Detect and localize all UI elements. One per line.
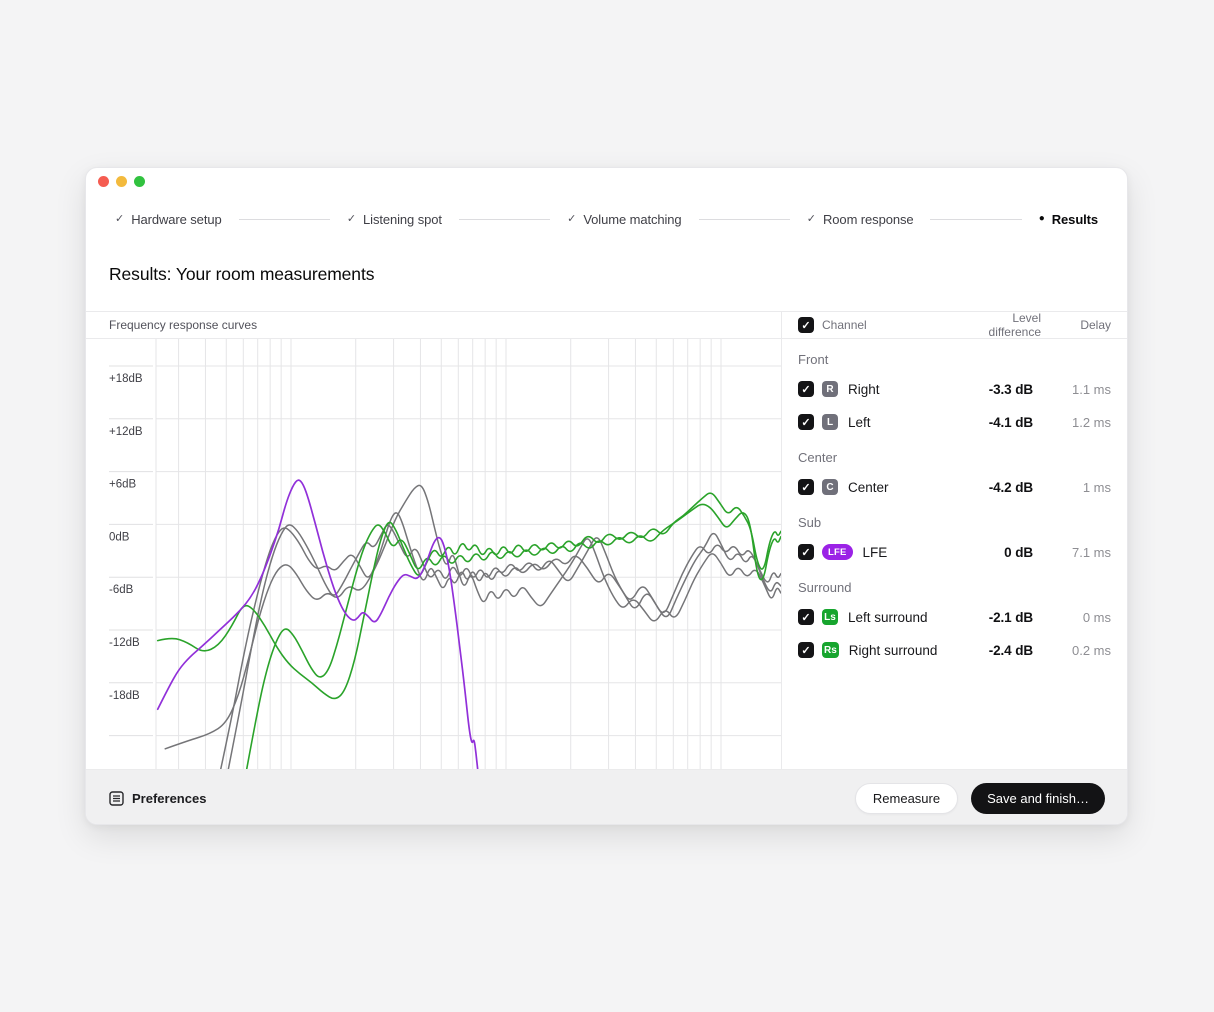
y-axis-label: -18dB xyxy=(109,690,140,702)
curve-left-surround xyxy=(156,492,781,700)
app-window: ✓ Hardware setup ✓ Listening spot ✓ Volume ma… xyxy=(85,167,1128,825)
step-room-response[interactable]: ✓ Room response xyxy=(807,212,914,227)
step-label: Hardware setup xyxy=(131,211,222,227)
channel-name: Center xyxy=(848,479,889,495)
channel-checkbox[interactable]: ✓ xyxy=(798,642,814,658)
channel-row-lfe: ✓ LFE LFE 0 dB 7.1 ms xyxy=(782,536,1127,569)
channel-row-right-surround: ✓ Rs Right surround -2.4 dB 0.2 ms xyxy=(782,634,1127,667)
section-label-center: Center xyxy=(798,450,838,465)
level-column-header: Level difference xyxy=(988,311,1041,339)
step-results[interactable]: ● Results xyxy=(1039,212,1098,227)
footer-bar: Preferences Remeasure Save and finish… xyxy=(86,769,1127,824)
minimize-button[interactable] xyxy=(116,176,127,187)
preferences-button[interactable]: Preferences xyxy=(109,791,206,806)
curve-right-surround xyxy=(245,503,781,769)
save-and-finish-button[interactable]: Save and finish… xyxy=(971,782,1105,814)
y-axis-label: +6dB xyxy=(109,479,137,491)
step-check-icon: ✓ xyxy=(346,212,357,225)
step-current-dot-icon: ● xyxy=(1038,213,1045,224)
close-button[interactable] xyxy=(98,176,109,187)
channel-table-header: ✓ Channel Level difference Delay xyxy=(781,311,1127,339)
window-controls xyxy=(98,176,145,187)
channel-badge-r: R xyxy=(822,381,838,397)
step-connector xyxy=(698,218,790,220)
step-label: Room response xyxy=(823,211,914,227)
level-difference-value: -2.4 dB xyxy=(988,642,1033,658)
page-title: Results: Your room measurements xyxy=(109,264,375,284)
step-check-icon: ✓ xyxy=(806,212,817,225)
channel-checkbox[interactable]: ✓ xyxy=(798,609,814,625)
step-hardware-setup[interactable]: ✓ Hardware setup xyxy=(115,212,222,227)
preferences-icon xyxy=(109,790,124,806)
step-connector xyxy=(930,218,1022,220)
level-difference-value: -4.2 dB xyxy=(988,479,1033,495)
chart-title: Frequency response curves xyxy=(109,318,258,332)
channel-row-left: ✓ L Left -4.1 dB 1.2 ms xyxy=(782,406,1127,439)
delay-value: 1.2 ms xyxy=(1071,414,1111,430)
channel-badge-ls: Ls xyxy=(822,609,838,625)
step-label: Results xyxy=(1051,211,1099,227)
delay-value: 1 ms xyxy=(1082,479,1111,495)
curve-lfe xyxy=(156,479,479,769)
delay-value: 0 ms xyxy=(1082,609,1111,625)
content-header: Frequency response curves ✓ Channel Leve… xyxy=(86,311,1127,339)
section-label-sub: Sub xyxy=(798,515,822,530)
level-difference-value: 0 dB xyxy=(1004,544,1033,560)
y-axis-label: 0dB xyxy=(109,531,130,543)
delay-column-header: Delay xyxy=(1080,318,1111,332)
chart-svg: +18dB +12dB +6dB 0dB -6dB -12dB -18dB xyxy=(109,339,781,769)
preferences-label: Preferences xyxy=(132,790,207,806)
channel-badge-rs: Rs xyxy=(822,642,839,658)
section-label-surround: Surround xyxy=(798,580,852,595)
channel-checkbox[interactable]: ✓ xyxy=(798,414,814,430)
curve-center xyxy=(164,484,781,750)
channel-checkbox[interactable]: ✓ xyxy=(798,381,814,397)
level-difference-value: -2.1 dB xyxy=(988,609,1033,625)
step-check-icon: ✓ xyxy=(115,212,125,225)
step-connector xyxy=(458,218,551,220)
channel-name: Right xyxy=(848,381,880,397)
channel-column-header: Channel xyxy=(822,318,867,332)
channel-row-right: ✓ R Right -3.3 dB 1.1 ms xyxy=(782,373,1127,406)
delay-value: 7.1 ms xyxy=(1071,544,1111,560)
curve-left xyxy=(227,524,781,769)
frequency-response-chart: +18dB +12dB +6dB 0dB -6dB -12dB -18dB xyxy=(86,339,781,769)
channel-badge-l: L xyxy=(822,414,838,430)
level-difference-value: -3.3 dB xyxy=(988,381,1033,397)
level-difference-value: -4.1 dB xyxy=(988,414,1033,430)
zoom-button[interactable] xyxy=(134,176,145,187)
step-listening-spot[interactable]: ✓ Listening spot xyxy=(347,212,442,227)
channel-name: Right surround xyxy=(848,642,938,658)
y-axis-label: +12dB xyxy=(109,426,143,438)
y-axis-label: -6dB xyxy=(109,584,134,596)
channel-checkbox[interactable]: ✓ xyxy=(798,544,814,560)
channel-badge-c: C xyxy=(822,479,838,495)
channel-name: Left surround xyxy=(848,609,928,625)
step-label: Listening spot xyxy=(363,211,442,227)
channel-row-left-surround: ✓ Ls Left surround -2.1 dB 0 ms xyxy=(782,601,1127,634)
step-check-icon: ✓ xyxy=(567,212,577,225)
wizard-stepper: ✓ Hardware setup ✓ Listening spot ✓ Volume ma… xyxy=(86,209,1127,229)
remeasure-button[interactable]: Remeasure xyxy=(854,782,959,814)
main-content: +18dB +12dB +6dB 0dB -6dB -12dB -18dB Front ✓ R R… xyxy=(86,339,1127,769)
select-all-checkbox[interactable]: ✓ xyxy=(798,317,814,333)
delay-value: 1.1 ms xyxy=(1071,381,1111,397)
step-connector xyxy=(238,218,330,220)
y-axis-label: +18dB xyxy=(109,373,143,385)
channel-panel: Front ✓ R Right -3.3 dB 1.1 ms ✓ L Left -4.1 dB 1.… xyxy=(781,339,1127,769)
delay-value: 0.2 ms xyxy=(1071,642,1111,658)
curve-right xyxy=(219,512,781,769)
channel-name: LFE xyxy=(862,544,888,560)
channel-checkbox[interactable]: ✓ xyxy=(798,479,814,495)
y-axis-label: -12dB xyxy=(109,637,140,649)
section-label-front: Front xyxy=(798,352,829,367)
channel-name: Left xyxy=(848,414,871,430)
step-label: Volume matching xyxy=(583,211,682,227)
channel-badge-lfe: LFE xyxy=(822,544,853,560)
step-volume-matching[interactable]: ✓ Volume matching xyxy=(567,211,682,227)
channel-row-center: ✓ C Center -4.2 dB 1 ms xyxy=(782,471,1127,504)
